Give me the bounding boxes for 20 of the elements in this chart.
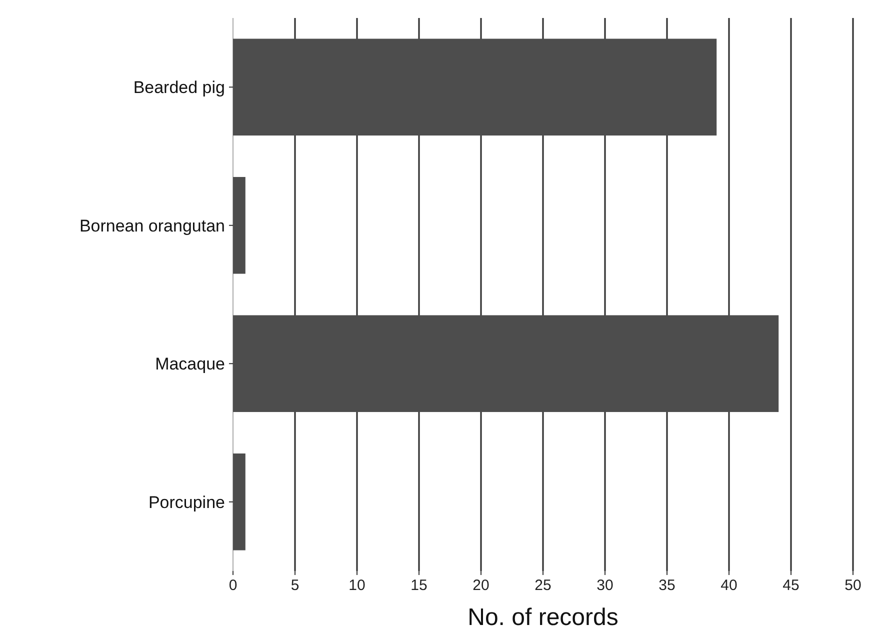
y-tick-label: Bornean orangutan xyxy=(79,216,225,236)
y-tick-label: Macaque xyxy=(155,354,225,374)
y-tick-label: Bearded pig xyxy=(133,78,225,98)
x-tick-label: 50 xyxy=(844,577,862,594)
x-tick-label: 45 xyxy=(782,577,800,594)
x-tick-label: 35 xyxy=(658,577,676,594)
bar xyxy=(233,176,246,274)
x-tick-label: 20 xyxy=(472,577,490,594)
bar xyxy=(233,38,717,136)
x-tick-label: 15 xyxy=(410,577,428,594)
x-tick-label: 25 xyxy=(534,577,552,594)
x-tick-label: 5 xyxy=(290,577,300,594)
y-tick-label: Porcupine xyxy=(148,492,225,512)
bar xyxy=(233,453,246,550)
x-tick-label: 10 xyxy=(348,577,366,594)
x-tick-label: 40 xyxy=(720,577,738,594)
x-tick-label: 0 xyxy=(228,577,238,594)
x-axis-title: No. of records xyxy=(468,604,618,631)
x-tick-label: 30 xyxy=(596,577,614,594)
bar xyxy=(233,315,779,412)
